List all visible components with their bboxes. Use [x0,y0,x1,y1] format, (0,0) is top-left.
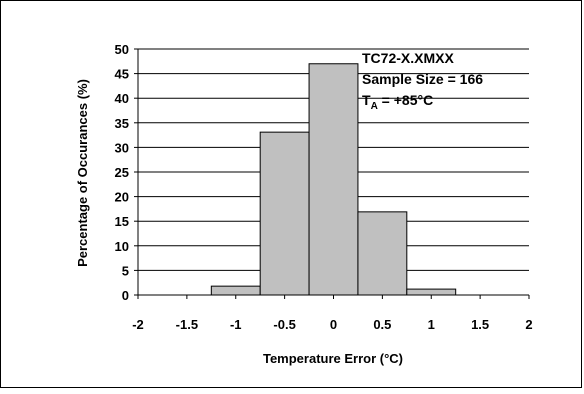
y-tick-label: 25 [115,165,129,180]
y-axis-label: Percentage of Occurances (%) [75,79,90,267]
y-tick-labels: 0 5 10 15 20 25 30 35 40 45 50 [115,42,129,303]
y-tick-label: 35 [115,116,129,131]
histogram-bar [357,211,408,296]
y-tick-label: 0 [122,288,129,303]
bars [210,63,457,296]
x-axis-label: Temperature Error (°C) [263,351,403,366]
y-tick-label: 50 [115,42,129,57]
annotation-t: T [362,92,371,108]
y-tick-label: 40 [115,91,129,106]
x-tick-label: -0.5 [273,317,295,332]
x-tick-label: 2 [525,317,532,332]
annotation-line-3: TA = +85°C [362,92,433,112]
annotation-sub-a: A [371,101,378,112]
x-tick-label: -1.5 [176,317,198,332]
y-tick-label: 10 [115,239,129,254]
x-tick-labels: -2 -1.5 -1 -0.5 0 0.5 1 1.5 2 [132,317,532,332]
y-tick-label: 5 [122,263,129,278]
histogram-bar [406,288,457,296]
x-tick-label: -1 [230,317,242,332]
annotation-rest: = +85°C [378,92,433,108]
x-tick-label: -2 [132,317,144,332]
histogram-bar [259,131,310,296]
histogram-bar [210,285,261,296]
x-tick-label: 0 [330,317,337,332]
annotation-line-2: Sample Size = 166 [362,71,483,87]
axes [134,48,530,299]
histogram-bar [308,63,359,296]
x-tick-label: 1.5 [471,317,489,332]
x-tick-label: 1 [428,317,435,332]
x-tick-label: 0.5 [373,317,391,332]
y-tick-label: 15 [115,214,129,229]
y-tick-label: 30 [115,140,129,155]
y-tick-label: 45 [115,67,129,82]
y-tick-label: 20 [115,190,129,205]
annotation-line-1: TC72-X.XMXX [362,50,454,66]
